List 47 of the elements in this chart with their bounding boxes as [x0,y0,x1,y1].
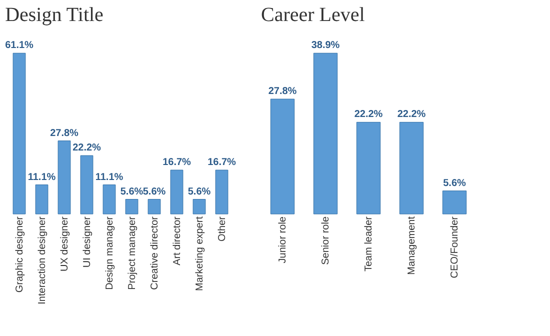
bar [35,184,48,214]
x-tick-label: Graphic designer [14,216,26,293]
data-label: 61.1% [5,40,34,52]
data-label: 5.6% [443,178,466,189]
bar [215,170,228,214]
x-tick-label: UI designer [82,216,93,268]
data-label: 22.2% [354,109,383,120]
data-label: 5.6% [142,186,166,198]
data-label: 38.9% [311,40,340,52]
bar [102,184,116,214]
data-label: 22.2% [72,142,102,154]
bar [192,199,206,214]
chart-title: Career Level [261,4,366,26]
data-label: 27.8% [50,128,79,139]
data-label: 5.6% [188,186,211,198]
bar [356,122,381,214]
x-tick-label: Team leader [364,216,374,272]
bar [170,170,184,214]
x-tick-label: Creative director [149,216,160,290]
bar [442,190,467,214]
bar [313,52,338,214]
bar [58,140,71,214]
x-tick-label: Senior role [320,216,332,265]
data-label: 22.2% [397,109,426,120]
data-label: 16.7% [208,157,236,168]
chart-title: Design Title [5,4,104,26]
x-tick-label: Project manager [126,216,138,290]
bar [12,52,26,214]
x-tick-label: UX designer [59,216,70,272]
x-tick-label: Junior role [278,216,288,264]
x-tick-label: Management [406,216,418,275]
x-tick-label: Marketing expert [194,216,206,291]
bar [80,155,94,214]
bar [270,98,295,214]
bar [399,122,424,214]
x-tick-label: Interaction designer [36,216,48,304]
bar [148,199,161,214]
data-label: 11.1% [28,172,56,183]
x-tick-label: Art director [172,216,183,266]
data-label: 27.8% [268,86,297,98]
x-tick-label: Design manager [104,216,116,290]
data-label: 5.6% [120,186,144,198]
x-tick-label: CEO/Founder [450,216,460,278]
x-tick-label: Other [216,216,228,242]
data-label: 11.1% [95,172,124,183]
data-label: 16.7% [162,157,192,168]
bar [125,199,138,214]
